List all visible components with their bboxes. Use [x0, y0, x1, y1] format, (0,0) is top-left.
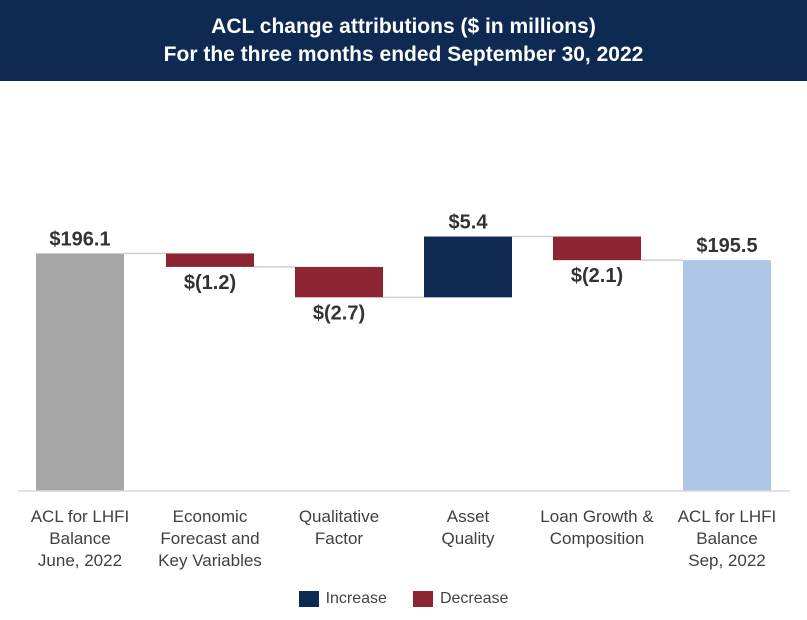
category-label-2-line-2: Forecast and — [160, 529, 259, 548]
category-label-5: Loan Growth & Composition — [540, 507, 654, 548]
category-label-4-line-1: Asset — [447, 507, 490, 526]
category-label-6: ACL for LHFI Balance Sep, 2022 — [678, 507, 777, 570]
category-label-1-line-3: June, 2022 — [38, 551, 122, 570]
category-label-1: ACL for LHFI Balance June, 2022 — [31, 507, 130, 570]
category-label-2-line-1: Economic — [173, 507, 248, 526]
decrease-swatch — [412, 591, 433, 607]
chart-header: ACL change attributions ($ in millions) … — [0, 0, 807, 81]
value-label-5: $(2.1) — [571, 265, 623, 287]
category-label-6-line-3: Sep, 2022 — [688, 551, 766, 570]
value-label-1: $196.1 — [49, 228, 110, 250]
category-label-3: Qualitative Factor — [299, 507, 379, 548]
value-labels: $196.1 $(1.2) $(2.7) $5.4 $(2.1) $195.5 — [49, 212, 757, 325]
category-label-6-line-2: Balance — [696, 529, 757, 548]
category-label-4-line-2: Quality — [442, 529, 495, 548]
legend-item-decrease: Decrease — [412, 590, 509, 608]
category-label-2: Economic Forecast and Key Variables — [158, 507, 262, 570]
waterfall-chart: $196.1 $(1.2) $(2.7) $5.4 $(2.1) $195.5 ACL f… — [18, 212, 790, 570]
category-label-5-line-1: Loan Growth & — [540, 507, 654, 526]
bar-4-increase — [424, 236, 512, 298]
bar-6-total — [683, 260, 771, 491]
increase-swatch — [298, 591, 319, 607]
category-label-1-line-1: ACL for LHFI — [31, 507, 130, 526]
legend-increase-label: Increase — [325, 590, 387, 607]
value-label-6: $195.5 — [696, 235, 757, 257]
legend-item-increase: Increase — [298, 590, 387, 608]
category-label-4: Asset Quality — [442, 507, 495, 548]
value-label-3: $(2.7) — [313, 302, 365, 324]
connector-lines — [124, 235, 683, 299]
legend: Increase Decrease — [0, 590, 807, 608]
value-label-4: $5.4 — [449, 212, 489, 234]
category-label-1-line-2: Balance — [49, 529, 110, 548]
chart-subtitle: For the three months ended September 30,… — [163, 42, 644, 66]
legend-decrease-label: Decrease — [439, 590, 509, 607]
bar-2-decrease — [166, 253, 254, 267]
category-label-5-line-2: Composition — [550, 529, 645, 548]
bars — [36, 236, 771, 491]
bar-1-total — [36, 253, 124, 491]
category-label-6-line-1: ACL for LHFI — [678, 507, 777, 526]
category-label-3-line-2: Factor — [315, 529, 364, 548]
chart-title: ACL change attributions ($ in millions) — [211, 14, 596, 38]
bar-3-decrease — [295, 266, 383, 298]
bar-5-decrease — [553, 236, 641, 261]
value-label-2: $(1.2) — [184, 272, 236, 294]
category-labels: ACL for LHFI Balance June, 2022 Economic For… — [31, 507, 777, 570]
category-label-2-line-3: Key Variables — [158, 551, 262, 570]
category-label-3-line-1: Qualitative — [299, 507, 379, 526]
